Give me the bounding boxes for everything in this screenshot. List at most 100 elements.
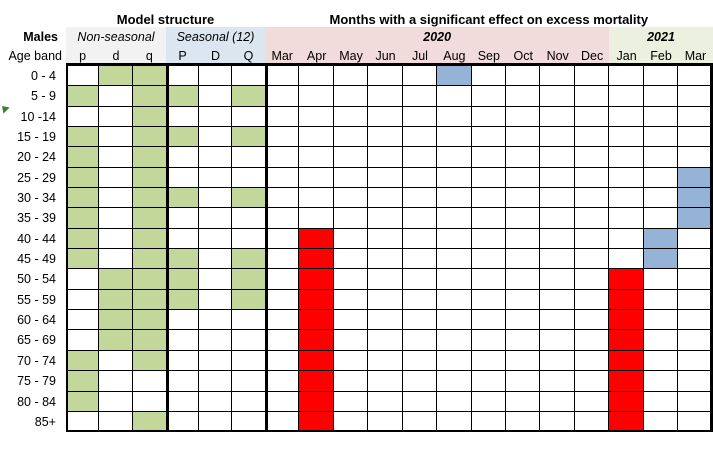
month-cell[interactable] xyxy=(609,289,644,311)
month-cell[interactable] xyxy=(333,310,369,331)
month-cell[interactable] xyxy=(678,228,713,250)
model-cell[interactable] xyxy=(165,411,199,433)
month-cell[interactable] xyxy=(643,106,679,128)
month-cell[interactable] xyxy=(471,411,507,433)
model-cell[interactable] xyxy=(165,310,199,331)
model-cell[interactable] xyxy=(99,188,133,209)
month-cell[interactable] xyxy=(643,371,679,392)
model-cell[interactable] xyxy=(132,330,166,351)
month-cell[interactable] xyxy=(333,167,369,189)
model-cell[interactable] xyxy=(66,269,100,290)
month-cell[interactable] xyxy=(333,350,369,372)
month-cell[interactable] xyxy=(437,66,472,87)
month-cell[interactable] xyxy=(540,188,575,209)
month-cell[interactable] xyxy=(643,66,679,87)
model-cell[interactable] xyxy=(66,371,100,392)
model-cell[interactable] xyxy=(231,86,265,107)
model-cell[interactable] xyxy=(198,350,232,372)
model-cell[interactable] xyxy=(165,371,199,392)
month-cell[interactable] xyxy=(678,167,713,189)
month-cell[interactable] xyxy=(299,188,334,209)
month-cell[interactable] xyxy=(678,106,713,128)
month-cell[interactable] xyxy=(437,310,472,331)
model-cell[interactable] xyxy=(99,350,133,372)
model-cell[interactable] xyxy=(132,188,166,209)
model-cell[interactable] xyxy=(198,289,232,311)
model-cell[interactable] xyxy=(165,66,199,87)
month-cell[interactable] xyxy=(678,310,713,331)
month-cell[interactable] xyxy=(643,167,679,189)
month-cell[interactable] xyxy=(609,371,644,392)
month-cell[interactable] xyxy=(368,289,403,311)
month-cell[interactable] xyxy=(264,86,300,107)
month-cell[interactable] xyxy=(609,411,644,433)
model-cell[interactable] xyxy=(165,350,199,372)
month-cell[interactable] xyxy=(402,371,438,392)
month-cell[interactable] xyxy=(609,188,644,209)
month-cell[interactable] xyxy=(574,391,610,412)
model-cell[interactable] xyxy=(165,289,199,311)
model-cell[interactable] xyxy=(231,127,265,148)
model-cell[interactable] xyxy=(198,391,232,412)
model-cell[interactable] xyxy=(66,350,100,372)
month-cell[interactable] xyxy=(264,350,300,372)
month-cell[interactable] xyxy=(368,391,403,412)
model-cell[interactable] xyxy=(231,330,265,351)
month-cell[interactable] xyxy=(299,391,334,412)
month-cell[interactable] xyxy=(609,167,644,189)
month-cell[interactable] xyxy=(437,167,472,189)
month-cell[interactable] xyxy=(333,188,369,209)
month-cell[interactable] xyxy=(402,310,438,331)
month-cell[interactable] xyxy=(643,350,679,372)
month-cell[interactable] xyxy=(333,208,369,229)
month-cell[interactable] xyxy=(678,391,713,412)
month-cell[interactable] xyxy=(264,106,300,128)
month-cell[interactable] xyxy=(368,310,403,331)
model-cell[interactable] xyxy=(198,228,232,250)
month-cell[interactable] xyxy=(678,350,713,372)
model-cell[interactable] xyxy=(198,371,232,392)
month-cell[interactable] xyxy=(678,371,713,392)
month-cell[interactable] xyxy=(402,86,438,107)
model-cell[interactable] xyxy=(198,249,232,270)
month-cell[interactable] xyxy=(437,289,472,311)
model-cell[interactable] xyxy=(66,167,100,189)
model-cell[interactable] xyxy=(165,249,199,270)
month-cell[interactable] xyxy=(574,208,610,229)
month-cell[interactable] xyxy=(264,249,300,270)
month-cell[interactable] xyxy=(678,269,713,290)
model-cell[interactable] xyxy=(132,289,166,311)
model-cell[interactable] xyxy=(198,330,232,351)
model-cell[interactable] xyxy=(231,208,265,229)
month-cell[interactable] xyxy=(368,208,403,229)
month-cell[interactable] xyxy=(643,188,679,209)
month-cell[interactable] xyxy=(540,167,575,189)
month-cell[interactable] xyxy=(437,147,472,168)
month-cell[interactable] xyxy=(437,127,472,148)
month-cell[interactable] xyxy=(643,289,679,311)
month-cell[interactable] xyxy=(299,167,334,189)
model-cell[interactable] xyxy=(165,167,199,189)
month-cell[interactable] xyxy=(506,127,541,148)
model-cell[interactable] xyxy=(66,127,100,148)
model-cell[interactable] xyxy=(132,106,166,128)
model-cell[interactable] xyxy=(165,127,199,148)
model-cell[interactable] xyxy=(99,208,133,229)
month-cell[interactable] xyxy=(471,86,507,107)
model-cell[interactable] xyxy=(99,310,133,331)
model-cell[interactable] xyxy=(99,167,133,189)
model-cell[interactable] xyxy=(99,269,133,290)
model-cell[interactable] xyxy=(231,411,265,433)
model-cell[interactable] xyxy=(66,86,100,107)
month-cell[interactable] xyxy=(333,249,369,270)
month-cell[interactable] xyxy=(574,269,610,290)
month-cell[interactable] xyxy=(264,188,300,209)
month-cell[interactable] xyxy=(643,228,679,250)
month-cell[interactable] xyxy=(574,249,610,270)
month-cell[interactable] xyxy=(264,127,300,148)
month-cell[interactable] xyxy=(264,269,300,290)
model-cell[interactable] xyxy=(198,167,232,189)
month-cell[interactable] xyxy=(333,127,369,148)
month-cell[interactable] xyxy=(264,391,300,412)
month-cell[interactable] xyxy=(471,269,507,290)
